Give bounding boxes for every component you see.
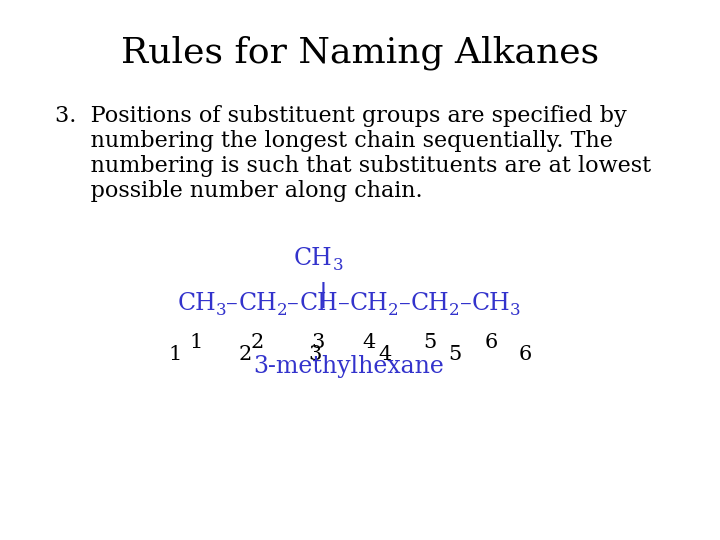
Text: 3: 3	[312, 333, 325, 352]
Text: CH: CH	[410, 292, 449, 315]
Text: 4: 4	[379, 345, 392, 364]
Text: 2: 2	[449, 302, 460, 319]
Text: 6: 6	[485, 333, 498, 352]
Text: CH: CH	[300, 292, 338, 315]
Text: CH: CH	[238, 292, 276, 315]
Text: 3: 3	[510, 302, 521, 319]
Text: 5: 5	[423, 333, 436, 352]
Text: –: –	[226, 292, 238, 315]
Text: CH: CH	[177, 292, 216, 315]
Text: 2: 2	[276, 302, 287, 319]
Text: CH: CH	[472, 292, 510, 315]
Text: numbering the longest chain sequentially. The: numbering the longest chain sequentially…	[55, 130, 613, 152]
Text: 1: 1	[168, 345, 181, 364]
Text: –: –	[460, 292, 472, 315]
Text: –: –	[287, 292, 300, 315]
Text: –: –	[399, 292, 410, 315]
Text: 4: 4	[362, 333, 376, 352]
Text: CH: CH	[350, 292, 388, 315]
Text: 2: 2	[238, 345, 251, 364]
Text: numbering is such that substituents are at lowest: numbering is such that substituents are …	[55, 155, 651, 177]
Text: –: –	[338, 292, 350, 315]
Text: 5: 5	[449, 345, 462, 364]
Text: 1: 1	[190, 333, 203, 352]
Text: 3-methylhexane: 3-methylhexane	[253, 355, 444, 378]
Text: 2: 2	[251, 333, 264, 352]
Text: 2: 2	[388, 302, 399, 319]
Text: 3: 3	[333, 257, 343, 274]
Text: |: |	[318, 282, 328, 308]
Text: CH: CH	[294, 247, 333, 270]
Text: 6: 6	[518, 345, 531, 364]
Text: Rules for Naming Alkanes: Rules for Naming Alkanes	[121, 35, 599, 70]
Text: 3: 3	[216, 302, 226, 319]
Text: 3: 3	[308, 345, 322, 364]
Text: 3.  Positions of substituent groups are specified by: 3. Positions of substituent groups are s…	[55, 105, 626, 127]
Text: possible number along chain.: possible number along chain.	[55, 180, 423, 202]
